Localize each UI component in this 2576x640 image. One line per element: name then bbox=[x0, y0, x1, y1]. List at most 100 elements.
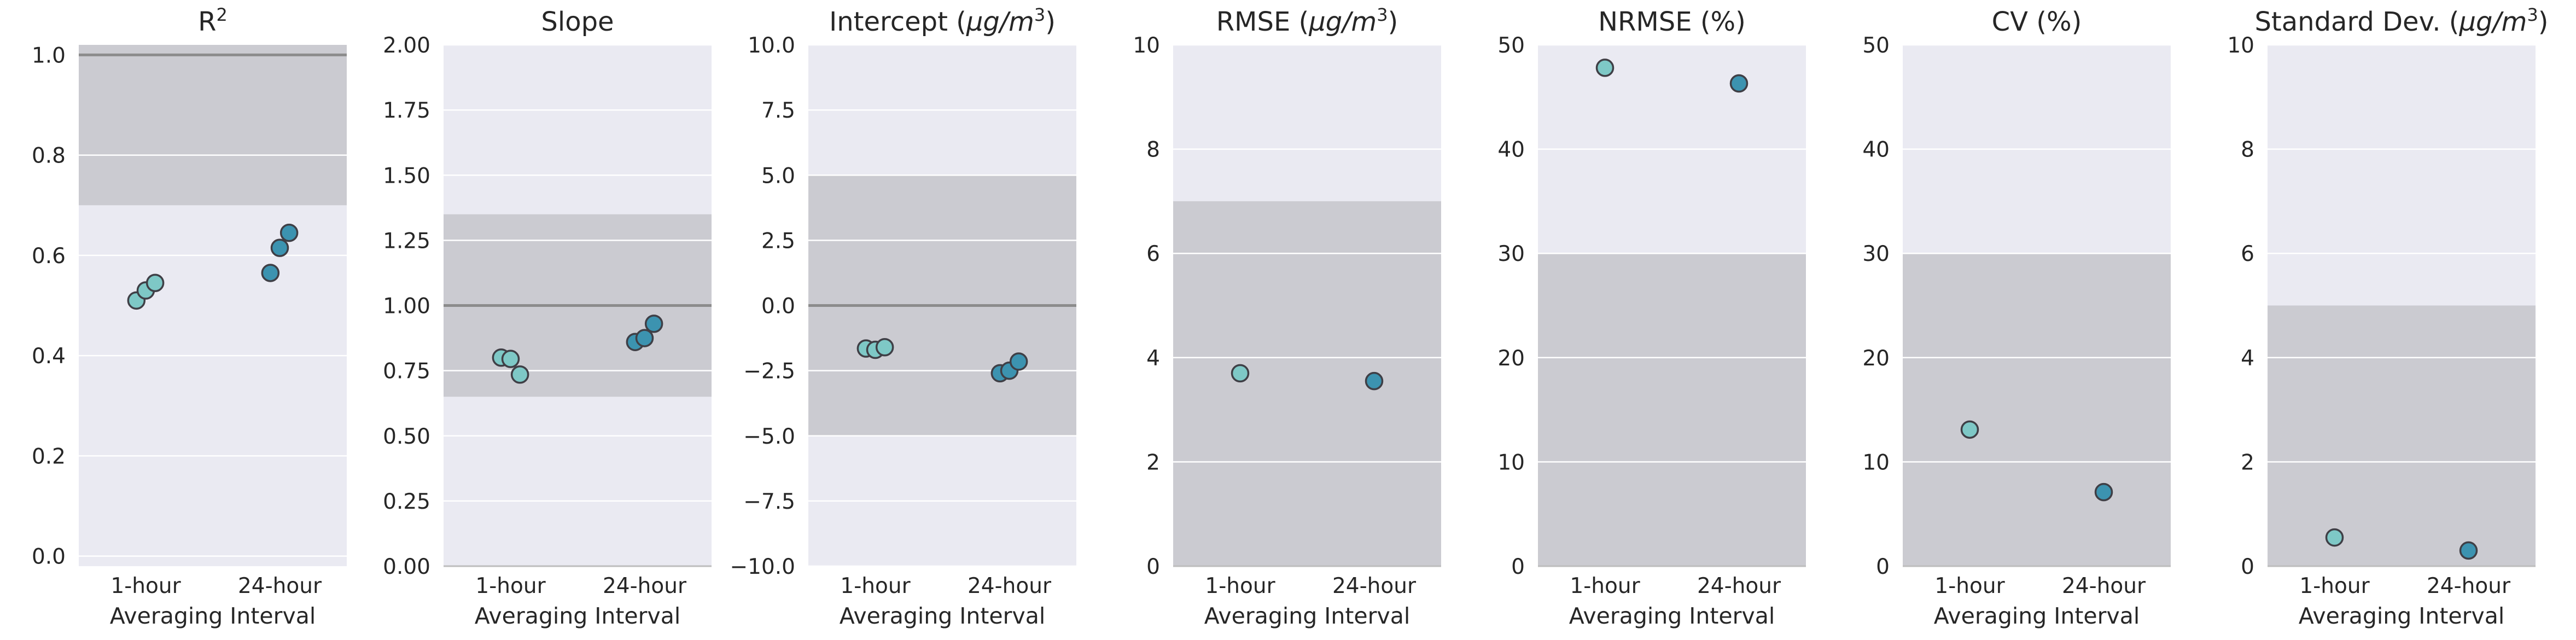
x-axis-label: Averaging Interval bbox=[1934, 603, 2140, 629]
y-tick-label: 0 bbox=[1876, 555, 1890, 579]
y-tick-label: 6 bbox=[1146, 242, 1160, 266]
x-tick-label: 1-hour bbox=[840, 574, 911, 598]
x-tick-label: 24-hour bbox=[1697, 574, 1781, 598]
x-tick-label: 24-hour bbox=[603, 574, 687, 598]
y-tick-label: 2.00 bbox=[383, 33, 430, 58]
y-tick-label: 10.0 bbox=[748, 33, 795, 58]
y-tick-label: 10 bbox=[2227, 33, 2254, 58]
y-tick-label: −2.5 bbox=[743, 359, 795, 384]
panel-title: Intercept (μg/m3) bbox=[829, 4, 1056, 37]
data-point-24-hour bbox=[279, 223, 299, 242]
y-tick-label: 0.6 bbox=[32, 244, 66, 269]
y-tick-label: 0.0 bbox=[32, 545, 66, 569]
x-tick-label: 24-hour bbox=[2062, 574, 2146, 598]
y-tick-label: 0.75 bbox=[383, 359, 430, 384]
data-point-1-hour bbox=[510, 365, 529, 384]
y-tick-label: 30 bbox=[1862, 242, 1890, 266]
panel-title: Standard Dev. (μg/m3) bbox=[2254, 4, 2548, 37]
y-tick-label: 0.25 bbox=[383, 490, 430, 514]
y-tick-label: 5.0 bbox=[761, 164, 795, 188]
y-tick-label: −7.5 bbox=[743, 490, 795, 514]
y-tick-label: 2 bbox=[1146, 450, 1160, 475]
panel-title: CV (%) bbox=[1992, 7, 2082, 37]
data-point-1-hour bbox=[1231, 364, 1250, 383]
x-tick-label: 1-hour bbox=[110, 574, 181, 598]
y-tick-label: 20 bbox=[1862, 346, 1890, 371]
y-tick-label: 2 bbox=[2241, 450, 2254, 475]
y-tick-label: 8 bbox=[1146, 138, 1160, 162]
x-tick-label: 1-hour bbox=[1570, 574, 1640, 598]
x-tick-label: 1-hour bbox=[1934, 574, 2005, 598]
y-tick-label: 2.5 bbox=[761, 229, 795, 253]
data-point-24-hour bbox=[1729, 74, 1749, 93]
y-tick-label: 0.8 bbox=[32, 144, 66, 168]
y-tick-label: 0.4 bbox=[32, 344, 66, 369]
data-point-24-hour bbox=[1009, 352, 1028, 371]
panel-title: R2 bbox=[198, 4, 228, 37]
y-tick-label: 1.0 bbox=[32, 43, 66, 68]
panel-title: RMSE (μg/m3) bbox=[1216, 4, 1398, 37]
y-tick-label: −10.0 bbox=[730, 555, 795, 579]
data-point-1-hour bbox=[501, 350, 520, 368]
data-point-24-hour bbox=[644, 315, 663, 333]
data-point-24-hour bbox=[2094, 482, 2113, 502]
y-tick-label: 0.50 bbox=[383, 424, 430, 449]
y-tick-label: 50 bbox=[1497, 33, 1525, 58]
x-axis-label: Averaging Interval bbox=[840, 603, 1046, 629]
y-tick-label: 40 bbox=[1862, 138, 1890, 162]
panel-6: 0 10 20 30 40 50 1-hour 24-hour Averaging Interv… bbox=[1862, 7, 2171, 629]
y-tick-label: 4 bbox=[1146, 346, 1160, 371]
panel-1: 0.0 0.2 0.4 0.6 0.8 1.0 1-hour 24-hour Averaging… bbox=[32, 4, 347, 629]
panel-2: 0.00 0.25 0.50 0.75 1.00 1.25 1.50 1.75 2.00 1-ho… bbox=[383, 7, 712, 629]
x-tick-label: 24-hour bbox=[968, 574, 1052, 598]
y-tick-label: −5.0 bbox=[743, 424, 795, 449]
y-tick-label: 7.5 bbox=[761, 98, 795, 123]
y-tick-label: 0 bbox=[1146, 555, 1160, 579]
data-point-24-hour bbox=[1365, 371, 1384, 391]
y-tick-label: 4 bbox=[2241, 346, 2254, 371]
data-point-1-hour bbox=[1595, 59, 1615, 77]
panel-5: 0 10 20 30 40 50 1-hour 24-hour Averaging Interv… bbox=[1497, 7, 1806, 629]
data-point-1-hour bbox=[145, 274, 165, 293]
y-tick-label: 10 bbox=[1133, 33, 1160, 58]
y-tick-label: 30 bbox=[1497, 242, 1525, 266]
target-range-band bbox=[2268, 305, 2536, 566]
y-tick-label: 6 bbox=[2241, 242, 2254, 266]
x-tick-label: 1-hour bbox=[475, 574, 546, 598]
x-tick-label: 1-hour bbox=[2299, 574, 2370, 598]
target-range-band bbox=[79, 45, 347, 206]
x-axis-label: Averaging Interval bbox=[1204, 603, 1411, 629]
y-tick-label: 10 bbox=[1862, 450, 1890, 475]
y-tick-label: 20 bbox=[1497, 346, 1525, 371]
target-range-band bbox=[1173, 201, 1441, 566]
panel-title: NRMSE (%) bbox=[1598, 7, 1746, 37]
data-point-1-hour bbox=[1960, 420, 1979, 439]
y-tick-label: 0 bbox=[1511, 555, 1525, 579]
panel-7: 0 2 4 6 8 10 1-hour 24-hour Averaging Interval St… bbox=[2227, 4, 2548, 629]
data-point-24-hour bbox=[270, 238, 289, 257]
data-point-1-hour bbox=[875, 338, 894, 357]
y-tick-label: 10 bbox=[1497, 450, 1525, 475]
y-tick-label: 1.00 bbox=[383, 294, 430, 319]
x-axis-label: Averaging Interval bbox=[475, 603, 681, 629]
y-tick-label: 1.75 bbox=[383, 98, 430, 123]
y-tick-label: 1.50 bbox=[383, 164, 430, 188]
y-tick-label: 0.0 bbox=[761, 294, 795, 319]
y-tick-label: 40 bbox=[1497, 138, 1525, 162]
x-tick-label: 24-hour bbox=[2427, 574, 2511, 598]
target-range-band bbox=[1538, 253, 1806, 566]
data-point-24-hour bbox=[635, 329, 654, 347]
x-axis-label: Averaging Interval bbox=[110, 603, 316, 629]
data-point-24-hour bbox=[2459, 541, 2478, 560]
x-axis-label: Averaging Interval bbox=[1569, 603, 1775, 629]
x-tick-label: 24-hour bbox=[1332, 574, 1417, 598]
y-tick-label: 0.2 bbox=[32, 444, 66, 469]
x-tick-label: 24-hour bbox=[238, 574, 322, 598]
target-range-band bbox=[1903, 253, 2171, 566]
panel-4: 0 2 4 6 8 10 1-hour 24-hour Averaging Interval RM… bbox=[1133, 4, 1441, 629]
y-tick-label: 0.00 bbox=[383, 555, 430, 579]
panel-3: −10.0 −7.5 −5.0 −2.5 0.0 2.5 5.0 7.5 10.0 1-hour 2… bbox=[730, 4, 1076, 629]
data-point-1-hour bbox=[2325, 528, 2344, 547]
y-tick-label: 1.25 bbox=[383, 229, 430, 253]
